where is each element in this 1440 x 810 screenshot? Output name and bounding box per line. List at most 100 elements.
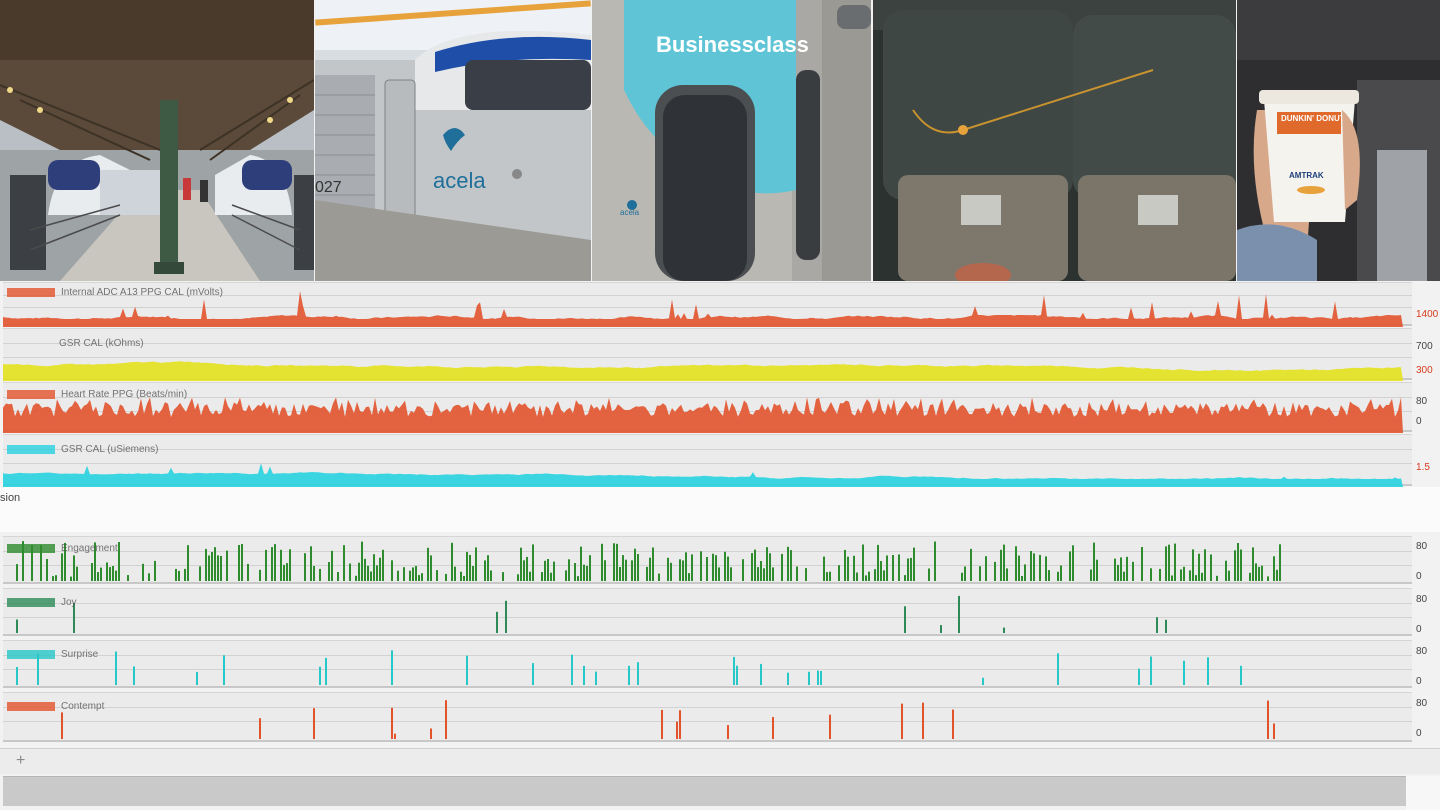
emotion-bar bbox=[661, 709, 663, 739]
emotion-bar bbox=[61, 553, 63, 581]
waveform-area bbox=[3, 291, 1403, 327]
axis-tick-label: 0 bbox=[1416, 416, 1422, 427]
emotion-bar bbox=[370, 571, 372, 581]
emotion-bar bbox=[1261, 565, 1263, 581]
emotion-bar bbox=[700, 551, 702, 581]
emotion-bar bbox=[412, 567, 414, 581]
emotion-bar bbox=[46, 559, 48, 581]
emotion-bar bbox=[475, 547, 477, 581]
emotion-bar bbox=[718, 567, 720, 581]
emotion-bar bbox=[496, 611, 498, 633]
emotion-bar bbox=[1192, 549, 1194, 581]
emotion-lane-engagement[interactable]: Engagement bbox=[3, 536, 1412, 584]
emotion-bar bbox=[1267, 700, 1269, 739]
emotion-bar bbox=[487, 555, 489, 581]
waveform-area bbox=[3, 463, 1403, 487]
timeline-scrollbar[interactable] bbox=[3, 776, 1406, 806]
emotion-bar bbox=[553, 561, 555, 581]
emotion-bar bbox=[520, 547, 522, 581]
gsr-kohms-waveform bbox=[3, 361, 1403, 381]
bottom-toolbar: + bbox=[0, 748, 1440, 774]
emotion-bar bbox=[367, 565, 369, 581]
emotion-bar bbox=[259, 718, 261, 739]
lane-title: Surprise bbox=[61, 649, 99, 660]
emotion-bar bbox=[445, 573, 447, 581]
axis-tick-label: 1.5 bbox=[1416, 462, 1430, 473]
emotion-bar bbox=[529, 571, 531, 581]
emotion-lane-contempt[interactable]: Contempt bbox=[3, 692, 1412, 742]
emotion-bar bbox=[1117, 564, 1119, 581]
emotion-bar bbox=[1216, 575, 1218, 581]
emotion-bar bbox=[427, 547, 429, 581]
signal-lane-ppg[interactable]: Internal ADC A13 PPG CAL (mVolts) bbox=[3, 282, 1412, 327]
emotion-lane-joy[interactable]: Joy bbox=[3, 588, 1412, 636]
emotion-bar bbox=[571, 654, 573, 685]
surprise-bars bbox=[16, 650, 1242, 685]
lane-label-gsr-usiemens: GSR CAL (uSiemens) bbox=[7, 444, 158, 455]
emotion-bar bbox=[1024, 564, 1026, 581]
emotion-bar bbox=[922, 702, 924, 739]
emotion-bar bbox=[817, 670, 819, 685]
emotion-bar bbox=[781, 553, 783, 581]
emotion-bar bbox=[502, 572, 504, 581]
emotion-bar bbox=[1168, 544, 1170, 581]
emotion-bar bbox=[148, 573, 150, 581]
emotion-bar bbox=[1279, 544, 1281, 581]
emotion-bar bbox=[757, 567, 759, 581]
emotion-bar bbox=[589, 555, 591, 581]
emotion-bar bbox=[61, 712, 63, 739]
emotion-bar bbox=[829, 571, 831, 581]
emotion-bar bbox=[772, 567, 774, 581]
emotion-bar bbox=[472, 566, 474, 581]
emotion-bar bbox=[787, 672, 789, 685]
emotion-bar bbox=[892, 555, 894, 581]
add-lane-button[interactable]: + bbox=[16, 752, 26, 769]
signal-lane-gsr-kohms[interactable]: GSR CAL (kOhms) bbox=[3, 328, 1412, 381]
emotion-bar bbox=[526, 556, 528, 581]
emotion-bar bbox=[706, 557, 708, 581]
waveform-area bbox=[3, 361, 1403, 381]
business-class-door-photo: Businessclass acela bbox=[592, 0, 871, 281]
axis-tick-label: 80 bbox=[1416, 541, 1428, 552]
emotion-bar bbox=[118, 542, 120, 581]
emotion-bar bbox=[271, 547, 273, 581]
emotion-bar bbox=[517, 574, 519, 581]
waveform-area bbox=[3, 397, 1403, 433]
emotion-bar bbox=[265, 549, 267, 581]
emotion-bar bbox=[568, 559, 570, 581]
emotion-bar bbox=[196, 671, 198, 685]
emotion-bar bbox=[1039, 554, 1041, 581]
emotion-bar bbox=[445, 700, 447, 739]
emotion-lane-surprise[interactable]: Surprise bbox=[3, 640, 1412, 688]
emotion-bar bbox=[532, 544, 534, 581]
emotion-bar bbox=[1267, 576, 1269, 581]
signal-lane-gsr-usiemens[interactable]: GSR CAL (uSiemens) bbox=[3, 434, 1412, 487]
emotion-bar bbox=[208, 555, 210, 581]
emotion-bar bbox=[724, 551, 726, 581]
emotion-bar bbox=[691, 554, 693, 581]
emotion-bar bbox=[466, 551, 468, 581]
emotion-bar bbox=[70, 576, 72, 581]
emotion-bar bbox=[325, 657, 327, 685]
emotion-bar bbox=[1060, 565, 1062, 581]
signal-lane-heart-rate[interactable]: Heart Rate PPG (Beats/min) bbox=[3, 382, 1412, 433]
emotion-bar bbox=[1228, 570, 1230, 581]
emotion-bar bbox=[226, 550, 228, 581]
emotion-bar bbox=[1204, 549, 1206, 581]
emotion-bar bbox=[247, 563, 249, 581]
emotion-bar bbox=[1138, 668, 1140, 685]
axis-tick-label: 80 bbox=[1416, 594, 1428, 605]
emotion-bar bbox=[616, 543, 618, 581]
emotion-bar bbox=[805, 568, 807, 581]
emotion-bar bbox=[1156, 617, 1158, 633]
emotion-bar bbox=[313, 708, 315, 739]
emotion-bar bbox=[544, 560, 546, 581]
emotion-bar bbox=[142, 563, 144, 581]
emotion-bar bbox=[652, 547, 654, 581]
emotion-bar bbox=[940, 625, 942, 633]
joy-bars bbox=[16, 595, 1167, 633]
emotion-bar bbox=[565, 570, 567, 581]
emotion-bar bbox=[1234, 550, 1236, 581]
axis-tick-label: 0 bbox=[1416, 728, 1422, 739]
emotion-bar bbox=[676, 721, 678, 739]
